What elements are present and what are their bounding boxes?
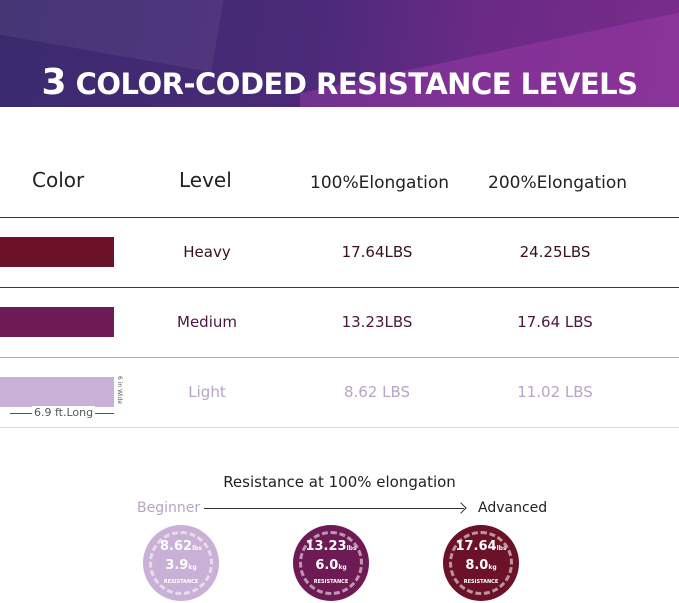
arrow-right-icon [204,508,464,509]
divider [0,287,679,288]
medium-200: 17.64 LBS [517,313,593,331]
advanced-label: Advanced [478,500,548,516]
medium-100: 13.23LBS [341,313,413,331]
title-text: COLOR-CODED RESISTANCE LEVELS [75,67,638,101]
divider [0,217,679,218]
level-medium: Medium [177,313,237,331]
badge-medium: 13.23lbs 6.0kg RESISTANCE [293,525,369,601]
swatch-medium [0,307,114,337]
swatch-heavy [0,237,114,267]
badge-label: RESISTANCE [463,579,499,585]
level-light: Light [188,383,226,401]
light-100: 8.62 LBS [343,383,411,401]
badge-light: 8.62lbs 3.9kg RESISTANCE [143,525,219,601]
swatch-light [0,377,114,407]
divider [0,427,679,428]
badge-lbs: 17.64 [455,539,497,554]
page-title: 3 COLOR-CODED RESISTANCE LEVELS [0,62,679,103]
badge-kg: 6.0 [315,558,339,573]
beginner-label: Beginner [137,500,201,516]
width-label: 6 in Wide [116,376,123,405]
scale-title: Resistance at 100% elongation [223,473,456,491]
badge-kg: 8.0 [465,558,489,573]
heavy-200: 24.25LBS [519,243,591,261]
level-heavy: Heavy [183,243,231,261]
badge-label: RESISTANCE [163,579,199,585]
header-color: Color [32,168,85,192]
title-number: 3 [41,62,66,103]
divider [0,357,679,358]
badge-heavy: 17.64lbs 8.0kg RESISTANCE [443,525,519,601]
badge-lbs: 13.23 [305,539,347,554]
title-banner [0,0,679,107]
header-200-elongation: 200%Elongation [488,173,628,193]
heavy-100: 17.64LBS [341,243,413,261]
header-100-elongation: 100%Elongation [310,173,450,193]
badge-lbs: 8.62 [159,539,193,554]
badge-label: RESISTANCE [313,579,349,585]
badge-kg: 3.9 [165,558,189,573]
light-200: 11.02 LBS [517,383,593,401]
header-level: Level [179,168,232,192]
length-label: 6.9 ft.Long [32,406,96,419]
